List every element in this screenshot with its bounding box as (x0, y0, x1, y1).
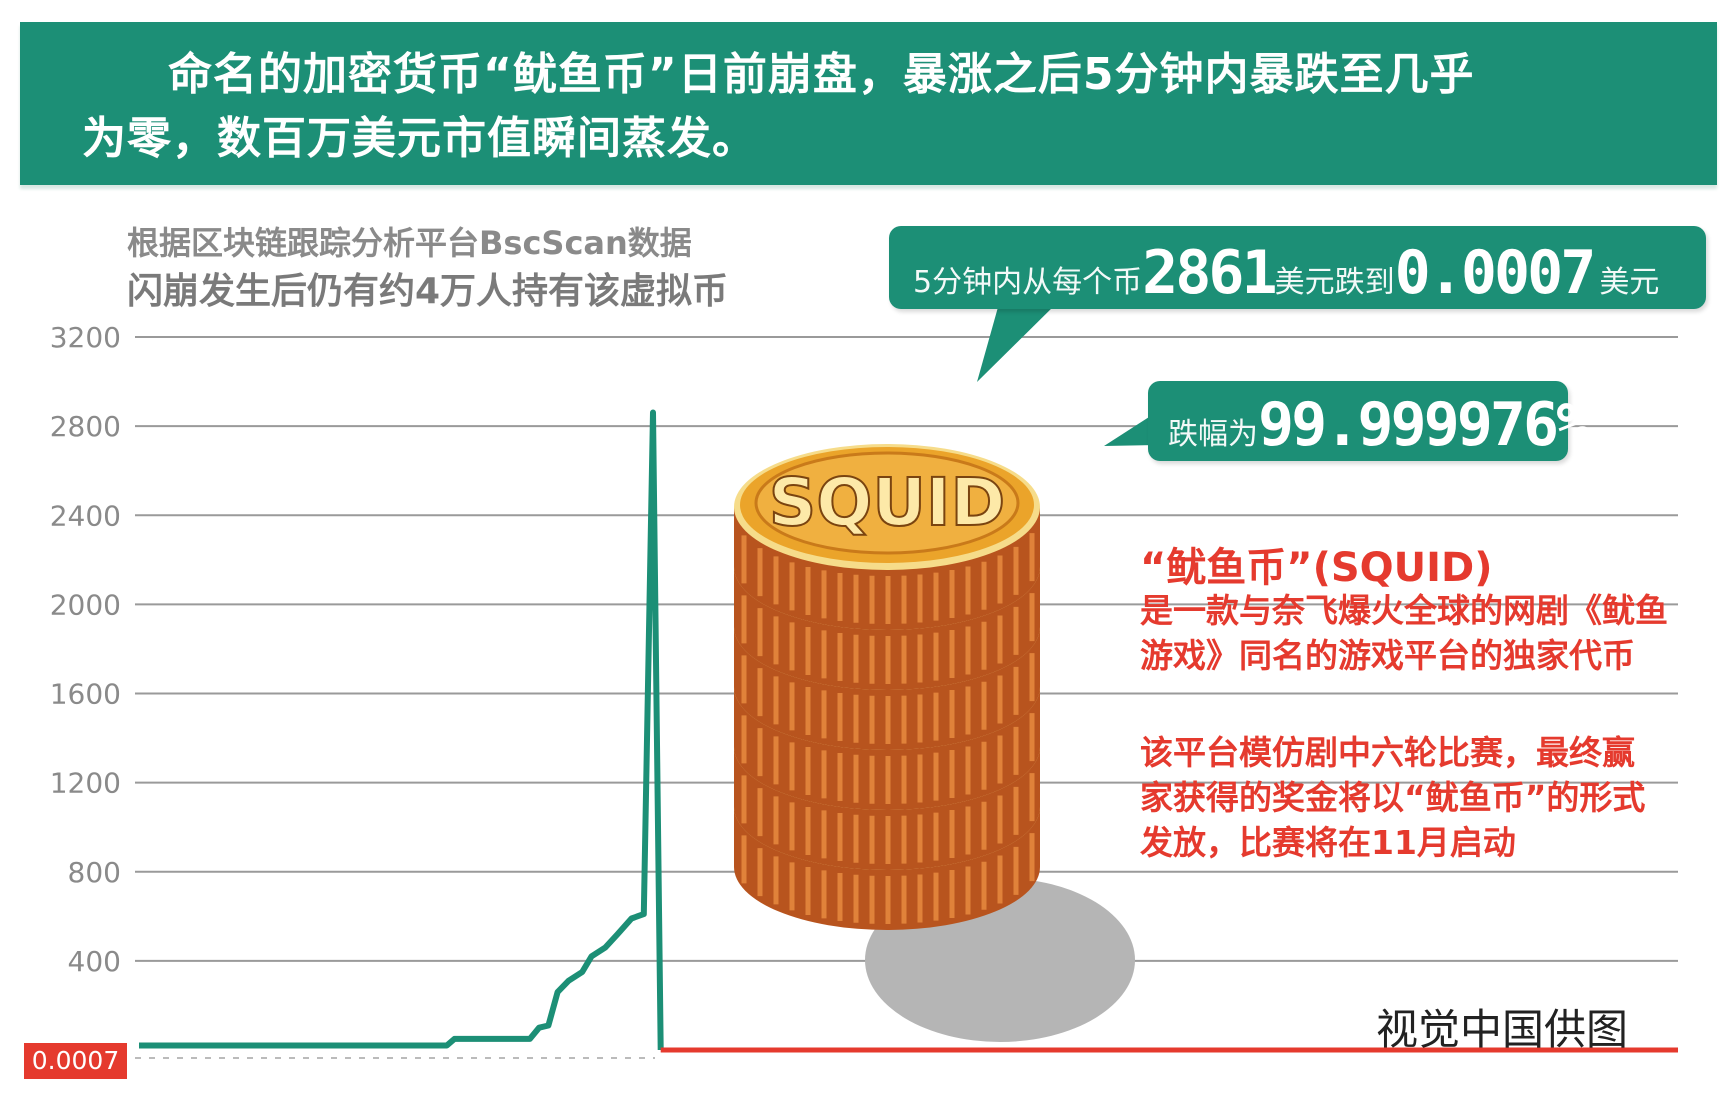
y-tick-label: 3200 (50, 321, 121, 354)
callout-drop-tail (1104, 410, 1160, 446)
y-tick-label: 1600 (50, 678, 121, 711)
drop-callout: 跌幅为 99.999976% (1148, 381, 1592, 461)
description-line: 家获得的奖金将以“鱿鱼币”的形式 (1140, 778, 1646, 817)
callout-price-tail (977, 300, 1060, 382)
callout-from-value: 2861 (1142, 238, 1277, 308)
y-tick-label: 1200 (50, 767, 121, 800)
drop-value: 99.999976% (1258, 390, 1592, 460)
coin-label: SQUID (769, 464, 1006, 541)
drop-prefix: 跌幅为 (1168, 417, 1258, 452)
price-line (139, 409, 664, 1051)
coin-face (754, 451, 1020, 555)
y-tick-label: 2400 (50, 499, 121, 532)
description-line: 发放，比赛将在11月启动 (1140, 823, 1516, 862)
y-tick-label: 400 (68, 945, 121, 978)
callout-to-value: 0.0007 (1394, 238, 1597, 308)
floor-price-label: 0.0007 (24, 1043, 127, 1079)
photo-credit: 视觉中国供图 (1376, 1005, 1629, 1054)
description-para-2: 该平台模仿剧中六轮比赛，最终赢 家获得的奖金将以“鱿鱼币”的形式 发放，比赛将在… (1140, 730, 1645, 865)
description-line: 是一款与奈飞爆火全球的网剧《鱿鱼 (1140, 591, 1668, 630)
description-line: 该平台模仿剧中六轮比赛，最终赢 (1140, 733, 1635, 772)
callout-mid: 美元跌到 (1274, 265, 1395, 300)
description-para-1: 是一款与奈飞爆火全球的网剧《鱿鱼 游戏》同名的游戏平台的独家代币 (1140, 588, 1668, 678)
description-heading: “鱿鱼币”(SQUID) (1140, 545, 1493, 591)
source-note: 根据区块链跟踪分析平台BscScan数据 (127, 224, 692, 262)
headline-banner: 命名的加密货币“鱿鱼币”日前崩盘，暴涨之后5分钟内暴跌至几乎 为零，数百万美元市… (20, 22, 1717, 185)
headline-line-2: 为零，数百万美元市值瞬间蒸发。 (82, 113, 757, 164)
squid-coin-stack: SQUID (734, 444, 1135, 1042)
y-tick-label: 800 (68, 856, 121, 889)
headline-line-1: 命名的加密货币“鱿鱼币”日前崩盘，暴涨之后5分钟内暴跌至几乎 (168, 49, 1475, 100)
y-tick-label: 2800 (50, 410, 121, 443)
description-line: 游戏》同名的游戏平台的独家代币 (1140, 636, 1635, 675)
price-callout: 5分钟内从每个币 2861 美元跌到 0.0007 美元 (889, 226, 1706, 309)
callout-prefix: 5分钟内从每个币 (913, 265, 1143, 300)
callout-suffix: 美元 (1599, 265, 1660, 300)
y-tick-label: 2000 (50, 588, 121, 621)
holders-note: 闪崩发生后仍有约4万人持有该虚拟币 (127, 271, 729, 312)
